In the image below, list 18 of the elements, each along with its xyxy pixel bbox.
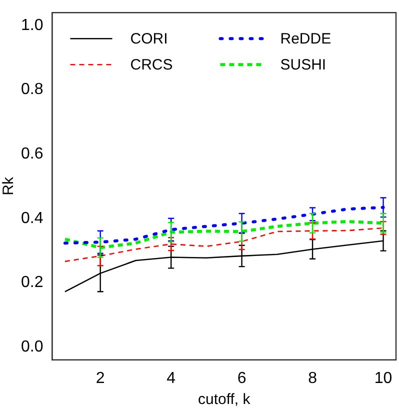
y-tick-label: 0.0 — [20, 338, 44, 356]
y-tick-label: 1.0 — [20, 16, 44, 34]
x-axis-title: cutoff, k — [198, 391, 251, 408]
y-tick-label: 0.4 — [20, 210, 44, 227]
y-tick-label: 0.8 — [20, 81, 44, 98]
x-tick-label: 4 — [166, 370, 176, 387]
legend-label: CRCS — [130, 56, 173, 74]
y-axis-title: Rk — [0, 176, 18, 196]
line-series — [64, 227, 384, 262]
y-tick-label: 0.6 — [20, 145, 44, 162]
x-tick-label: 6 — [237, 370, 246, 387]
x-tick-label: 8 — [308, 370, 318, 387]
x-tick-label: 10 — [374, 370, 392, 387]
x-tick-label: 2 — [96, 370, 105, 387]
legend-label: ReDDE — [280, 30, 332, 48]
y-tick-label: 0.2 — [20, 274, 44, 292]
legend-label: CORI — [130, 30, 168, 48]
legend-label: SUSHI — [280, 56, 326, 74]
